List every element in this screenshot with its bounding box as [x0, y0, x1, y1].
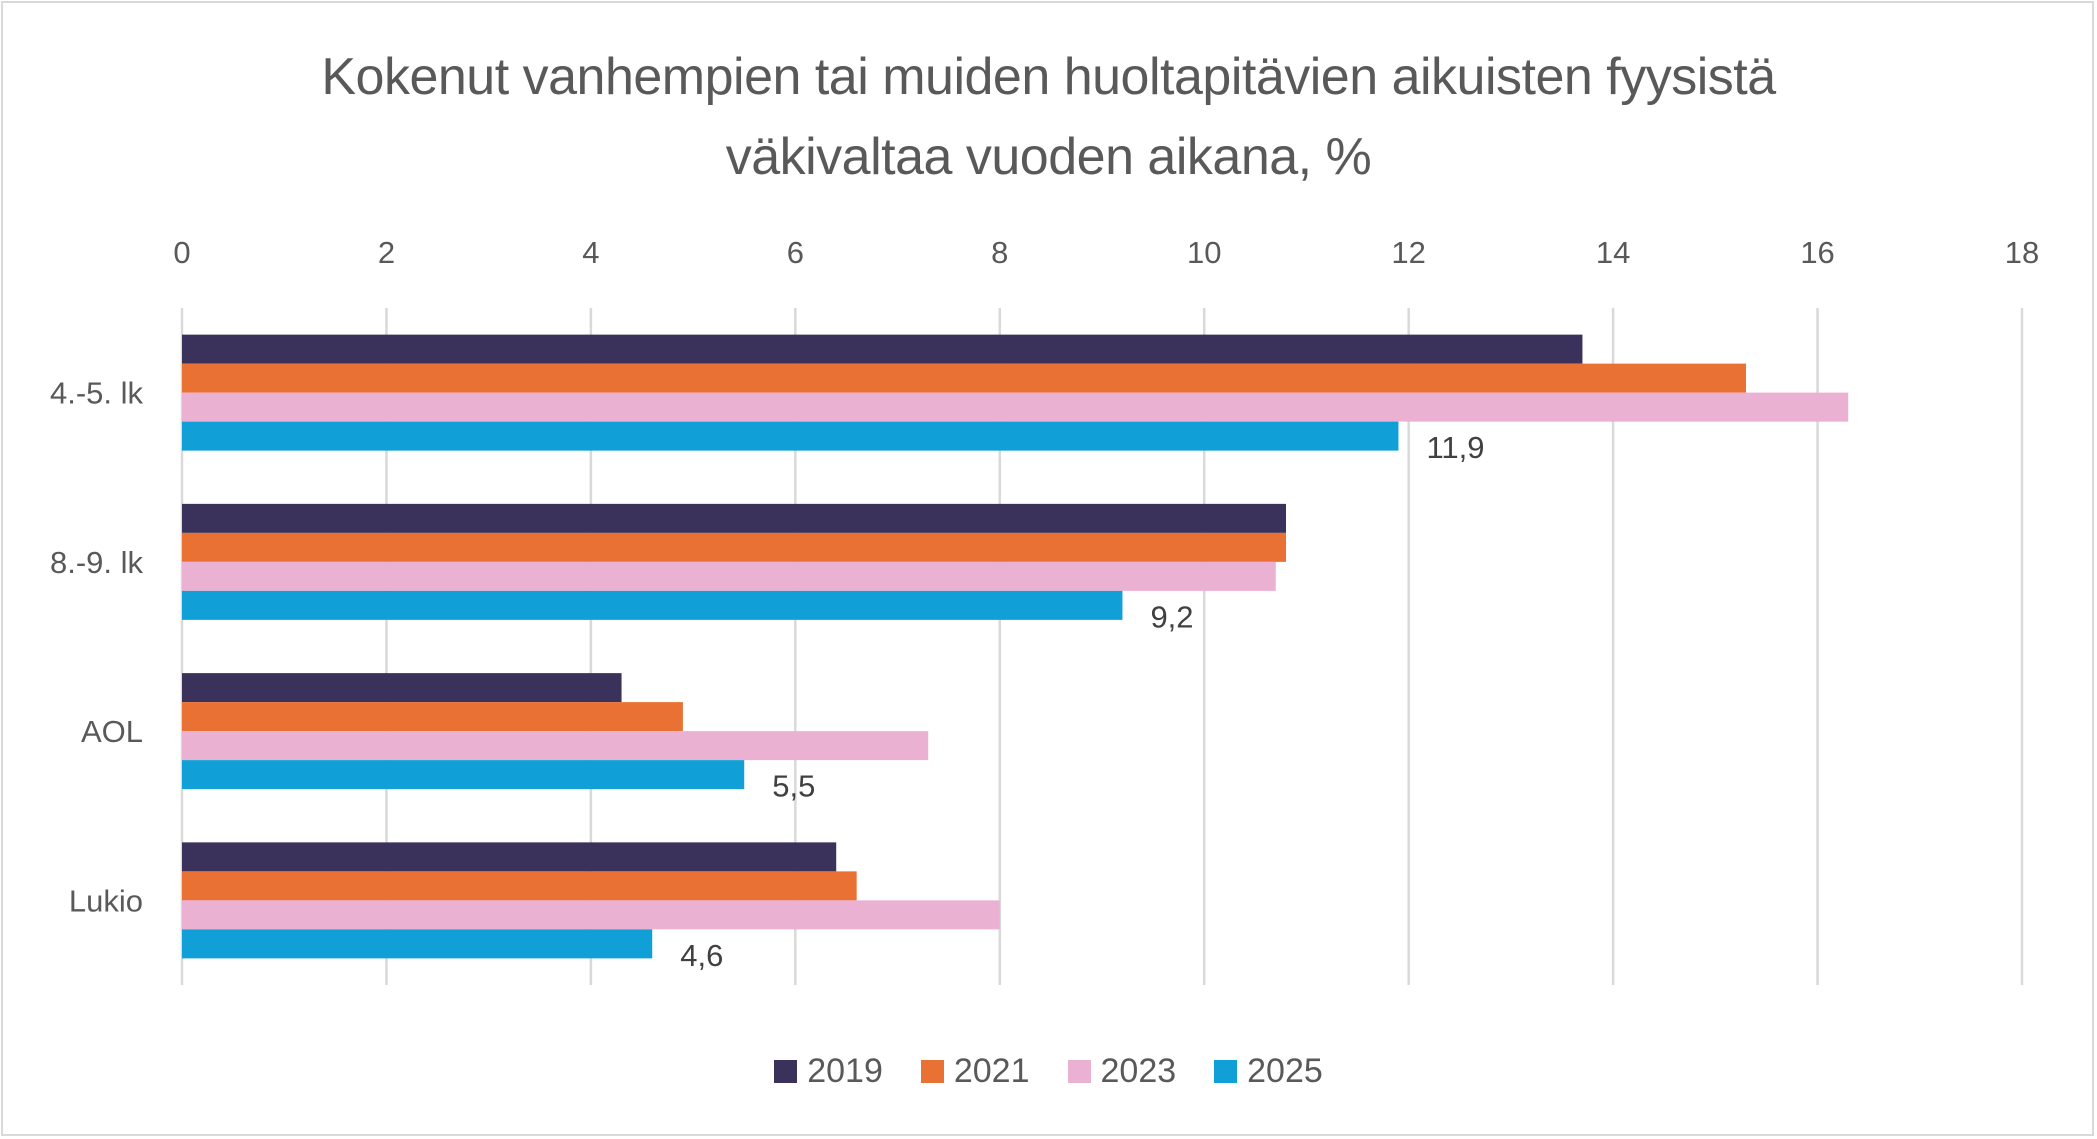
x-tick-label-10: 10 — [1187, 235, 1221, 270]
bar-2019-1 — [182, 503, 1286, 533]
bar-2023-1 — [182, 561, 1276, 591]
x-tick-label-12: 12 — [1391, 235, 1425, 270]
legend-swatch-2021 — [920, 1060, 944, 1083]
category-label-1: 8.-9. lk — [50, 545, 144, 580]
bar-2019-2 — [182, 673, 622, 703]
bar-2021-1 — [182, 532, 1286, 562]
chart-title-line-1: Kokenut vanhempien tai muiden huoltapitä… — [321, 48, 1776, 106]
x-tick-label-2: 2 — [378, 235, 395, 270]
bar-2023-3 — [182, 900, 1000, 930]
legend-swatch-2023 — [1067, 1060, 1091, 1083]
legend-swatch-2019 — [774, 1060, 798, 1083]
legend: 2019 2021 2023 2025 — [0, 1052, 2097, 1091]
category-label-3: Lukio — [69, 883, 143, 918]
x-tick-label-18: 18 — [2005, 235, 2039, 270]
x-tick-label-8: 8 — [991, 235, 1008, 270]
x-tick-label-0: 0 — [173, 235, 190, 270]
bar-2023-2 — [182, 731, 929, 761]
legend-item-2023: 2023 — [1067, 1052, 1177, 1091]
legend-swatch-2025 — [1214, 1060, 1238, 1083]
legend-item-2021: 2021 — [920, 1052, 1030, 1091]
category-label-2: AOL — [81, 714, 143, 749]
bar-2023-0 — [182, 392, 1849, 422]
bar-2025-3 — [182, 929, 653, 959]
bar-2021-3 — [182, 871, 857, 901]
bar-2025-0 — [182, 421, 1399, 451]
chart-title-line-2: väkivaltaa vuoden aikana, % — [725, 128, 1372, 186]
legend-label-2019: 2019 — [807, 1052, 883, 1090]
bar-2021-2 — [182, 702, 683, 732]
data-label-2025-2: 5,5 — [772, 769, 815, 804]
data-label-2025-1: 9,2 — [1150, 599, 1193, 634]
bar-2025-2 — [182, 760, 745, 790]
data-label-2025-0: 11,9 — [1426, 430, 1484, 465]
legend-label-2025: 2025 — [1247, 1052, 1323, 1090]
x-tick-label-6: 6 — [787, 235, 804, 270]
x-tick-label-14: 14 — [1596, 235, 1630, 270]
legend-label-2023: 2023 — [1100, 1052, 1177, 1090]
bar-2021-0 — [182, 363, 1746, 393]
data-label-2025-3: 4,6 — [680, 938, 723, 973]
category-label-0: 4.-5. lk — [50, 376, 144, 411]
bar-2019-3 — [182, 842, 837, 872]
legend-item-2025: 2025 — [1214, 1052, 1323, 1091]
legend-label-2021: 2021 — [953, 1052, 1030, 1090]
x-tick-label-16: 16 — [1800, 235, 1834, 270]
bar-2025-1 — [182, 590, 1123, 620]
bar-2019-0 — [182, 334, 1583, 364]
legend-item-2019: 2019 — [774, 1052, 883, 1091]
x-tick-label-4: 4 — [582, 235, 599, 270]
